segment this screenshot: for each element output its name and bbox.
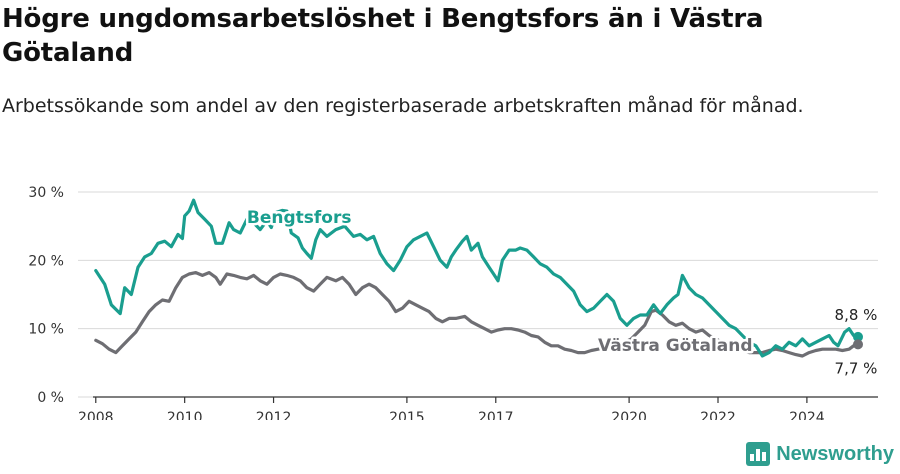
brand-name: Newsworthy xyxy=(776,442,894,465)
x-tick-label: 2012 xyxy=(256,410,292,420)
x-tick-label: 2010 xyxy=(167,410,203,420)
series-label-vastra-gotaland: Västra Götaland xyxy=(598,336,753,356)
end-label-vastra-gotaland: 7,7 % xyxy=(835,359,878,377)
series-line-bengtsfors xyxy=(94,198,860,358)
end-point-vastra-gotaland xyxy=(853,339,863,350)
x-tick-label: 2015 xyxy=(389,410,425,420)
series-label-bengtsfors: Bengtsfors xyxy=(247,208,352,228)
line-chart: 0 % 10 % 20 % 30 % 2008 2010 2012 2015 2017 2020 2… xyxy=(28,185,879,420)
brand-logo[interactable]: Newsworthy xyxy=(746,440,894,468)
x-tick-label: 2008 xyxy=(78,410,114,420)
x-tick-label: 2020 xyxy=(611,410,647,420)
newsworthy-logo-icon xyxy=(746,442,771,466)
x-tick-label: 2022 xyxy=(700,410,736,420)
y-tick-label: 30 % xyxy=(28,185,64,201)
chart-subtitle: Arbetssökande som andel av den registerb… xyxy=(2,95,804,117)
y-tick-label: 20 % xyxy=(28,253,64,269)
x-tick-label: 2017 xyxy=(478,410,514,420)
series-line-vastra-gotaland xyxy=(94,271,860,358)
end-point-bengtsfors xyxy=(853,331,863,342)
x-tick-label: 2024 xyxy=(789,410,825,420)
y-tick-label: 0 % xyxy=(37,390,64,406)
chart-title: Högre ungdomsarbetslöshet i Bengtsfors ä… xyxy=(2,4,764,68)
y-tick-label: 10 % xyxy=(28,322,64,338)
end-label-bengtsfors: 8,8 % xyxy=(835,306,878,324)
